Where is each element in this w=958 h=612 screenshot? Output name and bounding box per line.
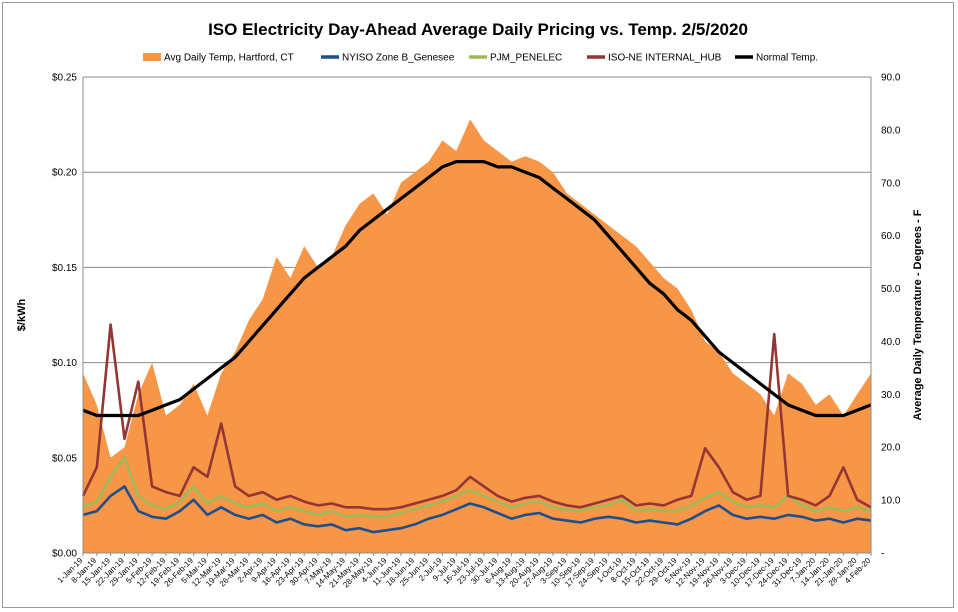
legend: Avg Daily Temp, Hartford, CT NYISO Zone B… [143, 53, 818, 64]
y-tick-label: $0.10 [52, 358, 77, 369]
chart: ISO Electricity Day-Ahead Average Daily … [16, 20, 924, 589]
legend-item: NYISO Zone B_Genesee [321, 53, 455, 64]
y2-tick-label: - [881, 549, 884, 560]
axes [82, 77, 872, 554]
line-pjm-penelec [82, 456, 872, 519]
y2-tick-label: 80.0 [881, 125, 901, 136]
y-ticks-left: $0.00 $0.05 $0.10 $0.15 $0.20 $0.25 [52, 73, 77, 560]
legend-label: NYISO Zone B_Genesee [342, 53, 455, 64]
legend-label: ISO-NE INTERNAL_HUB [608, 53, 722, 64]
y-tick-label: $0.00 [52, 549, 77, 560]
temp-area-layer [83, 119, 871, 554]
y2-tick-label: 50.0 [881, 284, 901, 295]
line-normal-temp [82, 160, 872, 418]
y2-tick-label: 40.0 [881, 337, 901, 348]
series-lines [81, 160, 872, 534]
y-tick-label: $0.05 [52, 453, 77, 464]
legend-item: ISO-NE INTERNAL_HUB [587, 53, 722, 64]
area-avg-daily-temp-hartford-ct [83, 119, 871, 554]
legend-label: Normal Temp. [756, 53, 818, 64]
y2-tick-label: 60.0 [881, 231, 901, 242]
y2-tick-label: 90.0 [881, 73, 901, 84]
chart-title: ISO Electricity Day-Ahead Average Daily … [208, 20, 748, 39]
y-axis-label: $/kWh [16, 299, 28, 332]
y-tick-label: $0.20 [52, 168, 77, 179]
legend-label: PJM_PENELEC [490, 53, 562, 64]
legend-swatch [143, 53, 161, 61]
line-nyiso-zone-b-genesee [82, 485, 872, 534]
legend-item: Normal Temp. [735, 53, 818, 64]
y2-tick-label: 10.0 [881, 496, 901, 507]
x-ticks: 1-Jan-198-Jan-1915-Jan-1922-Jan-1929-Jan… [56, 553, 873, 589]
legend-item: Avg Daily Temp, Hartford, CT [143, 53, 294, 64]
y-ticks-right: - 10.0 20.0 30.0 40.0 50.0 60.0 70.0 80.0 90.0 [881, 73, 901, 560]
y2-tick-label: 70.0 [881, 178, 901, 189]
y-tick-label: $0.25 [52, 73, 77, 84]
y2-axis-label: Average Daily Temperature - Degrees - F [912, 209, 924, 420]
legend-label: Avg Daily Temp, Hartford, CT [164, 53, 294, 64]
y-tick-label: $0.15 [52, 263, 77, 274]
legend-item: PJM_PENELEC [469, 53, 562, 64]
line-iso-ne-internal-hub [81, 323, 872, 511]
y2-tick-label: 30.0 [881, 390, 901, 401]
y2-tick-label: 20.0 [881, 443, 901, 454]
